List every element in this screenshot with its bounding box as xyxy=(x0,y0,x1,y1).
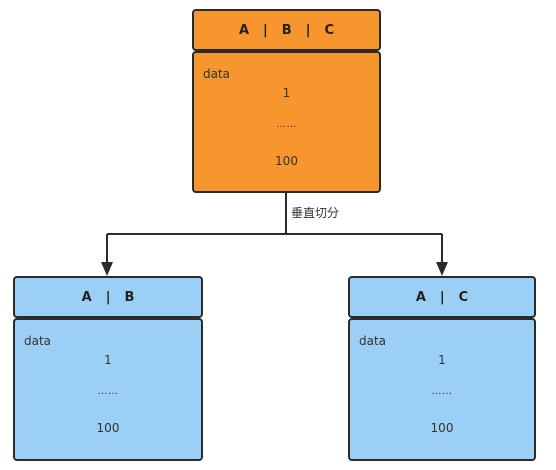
column-b: B xyxy=(124,289,135,305)
arrow-left-icon xyxy=(101,262,113,276)
left-table-body: data 1 …… 100 xyxy=(13,318,203,461)
first-value: 1 xyxy=(282,86,291,100)
ellipsis: …… xyxy=(97,386,119,397)
column-a: A xyxy=(238,22,250,38)
arrow-right-icon xyxy=(436,262,448,276)
first-value: 1 xyxy=(104,353,112,367)
column-separator: | xyxy=(305,22,311,38)
left-table-header: A | B xyxy=(13,276,203,318)
data-label: data xyxy=(24,334,52,348)
data-label: data xyxy=(359,334,387,348)
last-value: 100 xyxy=(275,154,298,168)
column-c: C xyxy=(458,289,469,305)
column-b: B xyxy=(281,22,292,38)
data-label: data xyxy=(203,67,231,81)
column-separator: | xyxy=(439,289,445,305)
right-table-body: data 1 …… 100 xyxy=(348,318,536,461)
ellipsis: …… xyxy=(431,386,453,397)
first-value: 1 xyxy=(438,353,446,367)
last-value: 100 xyxy=(430,421,454,435)
column-separator: | xyxy=(105,289,111,305)
right-table-header: A | C xyxy=(348,276,536,318)
column-a: A xyxy=(415,289,426,305)
column-c: C xyxy=(324,22,335,38)
source-table-header: A | B | C xyxy=(192,9,381,51)
split-label: 垂直切分 xyxy=(291,206,340,220)
column-a: A xyxy=(81,289,92,305)
last-value: 100 xyxy=(96,421,120,435)
source-table-body: data 1 …… 100 xyxy=(192,51,381,193)
column-separator: | xyxy=(263,22,268,38)
ellipsis: …… xyxy=(276,119,297,130)
